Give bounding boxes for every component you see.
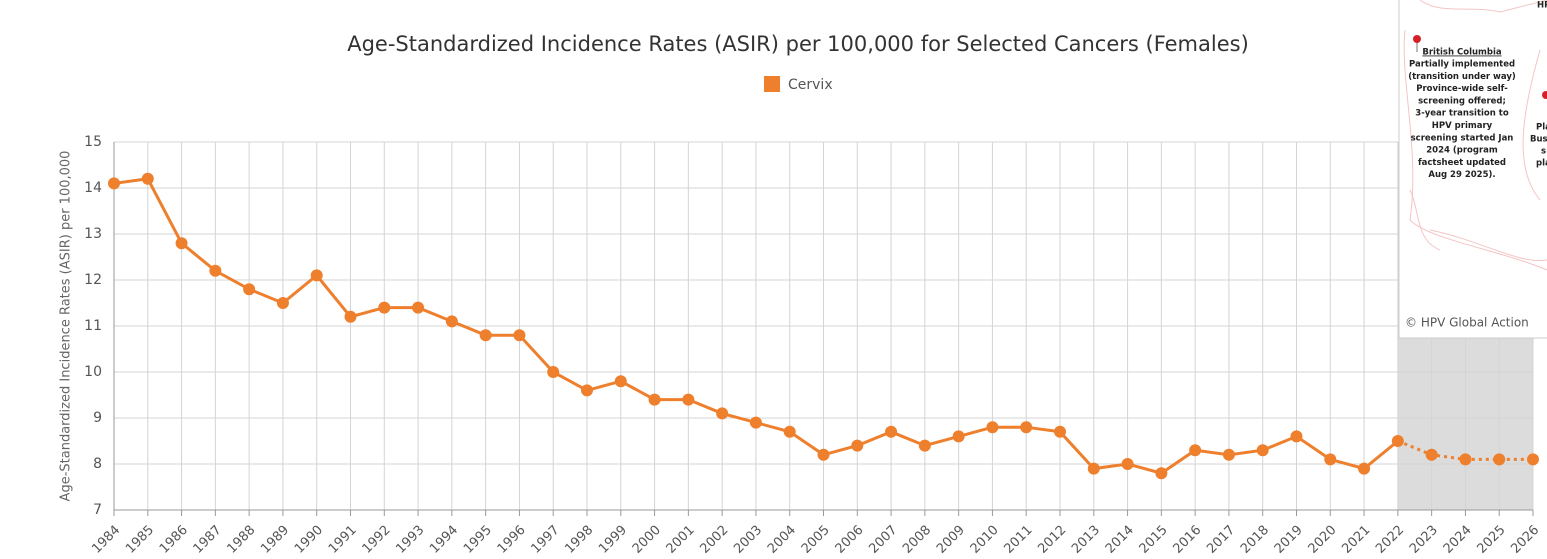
point [1324, 453, 1337, 466]
callout-heading: British Columbia [1422, 48, 1502, 58]
legend-label: Cervix [788, 77, 833, 93]
y-tick-label: 7 [93, 502, 102, 518]
map-border [1409, 189, 1441, 251]
point [1358, 462, 1371, 475]
clipped-text: s [1541, 147, 1546, 157]
point [986, 421, 999, 434]
clipped-text: pla [1536, 159, 1547, 169]
y-tick-label: 9 [93, 410, 102, 426]
point [1121, 458, 1134, 470]
callout-line: (transition under way) [1408, 72, 1516, 82]
point [1256, 444, 1269, 457]
point [682, 393, 695, 406]
clipped-text: Pla [1536, 123, 1547, 133]
point [513, 329, 526, 342]
point [1391, 435, 1404, 447]
y-tick-label: 8 [93, 456, 102, 472]
map-border [1522, 49, 1541, 201]
point [141, 172, 154, 185]
point [581, 384, 593, 397]
point [817, 448, 830, 461]
point [276, 297, 289, 309]
point [648, 393, 661, 406]
point [1222, 448, 1235, 461]
point [209, 264, 222, 277]
point [918, 439, 931, 452]
point [1020, 421, 1033, 434]
y-axis-label: Age-Standardized Incidence Rates (ASIR) … [59, 151, 74, 502]
point [614, 375, 627, 388]
y-tick-label: 10 [84, 364, 102, 380]
point [716, 407, 729, 420]
y-tick-label: 11 [84, 318, 102, 334]
y-tick-label: 15 [84, 134, 102, 150]
point [1459, 453, 1472, 466]
point [1054, 425, 1066, 438]
pin [1413, 35, 1421, 43]
clipped-text: HP [1537, 1, 1547, 11]
legend-swatch [764, 76, 780, 92]
credit: © HPV Global Action [1405, 316, 1529, 330]
y-tick-label: 13 [84, 226, 102, 242]
point [243, 283, 256, 296]
point [1155, 467, 1168, 480]
point [310, 269, 323, 282]
point [344, 310, 357, 323]
point [1189, 444, 1202, 457]
point [412, 301, 425, 314]
point [108, 177, 120, 190]
y-tick-label: 12 [84, 272, 102, 288]
callout-line: screening offered; [1418, 96, 1506, 106]
callout-line: factsheet updated [1418, 158, 1506, 168]
point [749, 416, 762, 429]
callout-line: 3-year transition to [1415, 109, 1509, 119]
point [1087, 462, 1100, 475]
point [445, 315, 458, 328]
point [1527, 453, 1539, 466]
map-border [1419, 0, 1547, 13]
point [1493, 453, 1506, 466]
point [783, 425, 796, 438]
y-tick-label: 14 [84, 180, 102, 196]
card [1398, 0, 1547, 339]
callout-line: screening started Jan [1411, 133, 1514, 143]
map-card: British Columbia Partially implemented (tr… [1398, 0, 1547, 339]
map-border [1429, 229, 1547, 262]
point [1290, 430, 1303, 443]
point [851, 439, 864, 452]
point [479, 329, 492, 342]
point [1425, 448, 1438, 461]
callout-line: Partially implemented [1409, 60, 1515, 70]
callout-line: Aug 29 2025). [1428, 170, 1495, 180]
chart-title: Age-Standardized Incidence Rates (ASIR) … [347, 32, 1249, 56]
point [175, 237, 188, 250]
clipped-text: Busi [1530, 135, 1547, 145]
callout-line: HPV primary [1432, 121, 1493, 131]
callout-line: 2024 (program [1426, 146, 1498, 156]
callout-line: Province-wide self- [1416, 84, 1508, 94]
map-border [1403, 29, 1547, 271]
pin [1542, 91, 1547, 99]
point [885, 425, 898, 438]
point [952, 430, 965, 443]
point [378, 301, 391, 314]
point [547, 366, 560, 378]
